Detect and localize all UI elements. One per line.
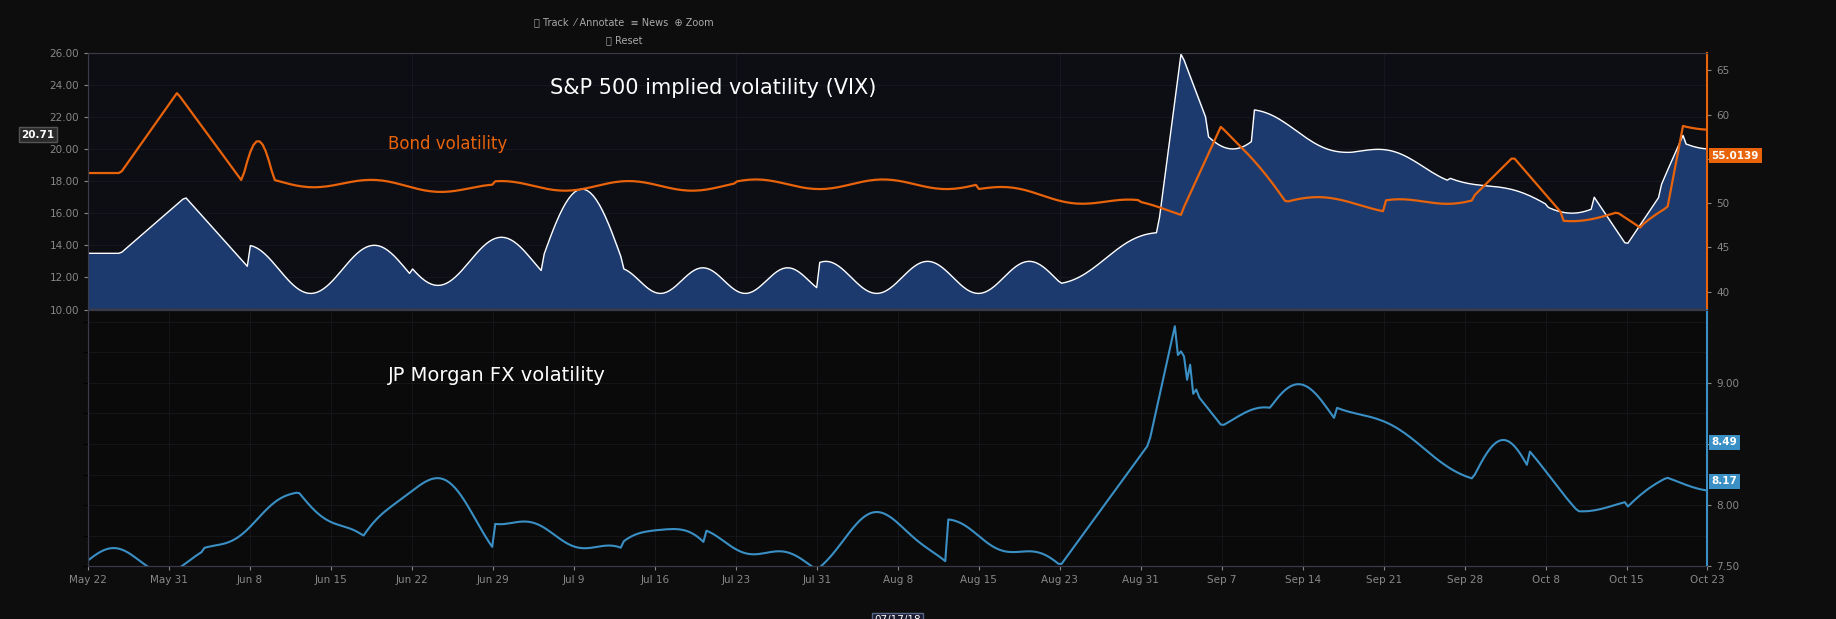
- Text: 55.0139: 55.0139: [1711, 151, 1759, 161]
- Text: JP Morgan FX volatility: JP Morgan FX volatility: [387, 366, 606, 385]
- Text: ⦿ Reset: ⦿ Reset: [606, 35, 643, 45]
- Text: 8.49: 8.49: [1711, 437, 1737, 448]
- Text: 07/17/18: 07/17/18: [874, 615, 922, 619]
- Text: S&P 500 implied volatility (VIX): S&P 500 implied volatility (VIX): [549, 78, 876, 98]
- Text: 8.17: 8.17: [1711, 477, 1737, 487]
- Text: Bond volatility: Bond volatility: [387, 135, 507, 153]
- Text: 20.71: 20.71: [22, 129, 55, 139]
- Text: ⭙ Track  ⁄ Annotate  ≡ News  ⊕ Zoom: ⭙ Track ⁄ Annotate ≡ News ⊕ Zoom: [534, 17, 714, 27]
